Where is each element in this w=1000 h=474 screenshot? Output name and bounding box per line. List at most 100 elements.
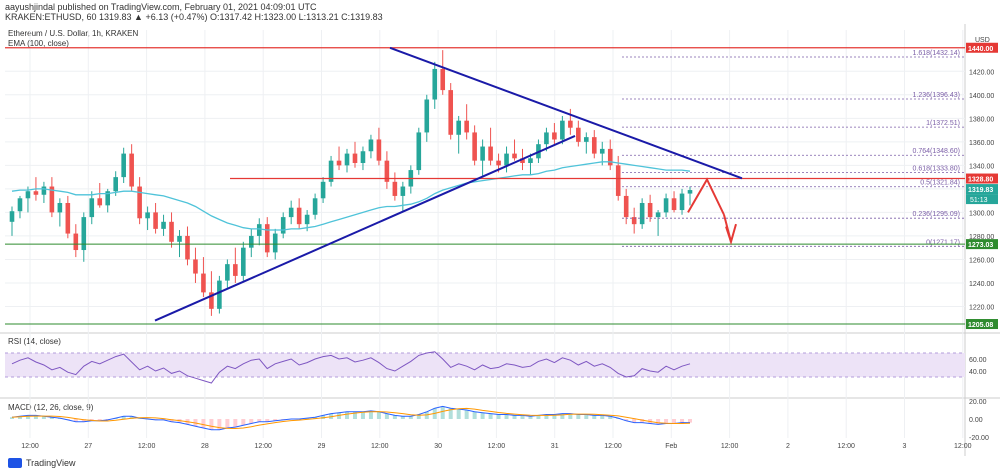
macd-hist-bar	[345, 411, 350, 419]
candle-body	[584, 137, 589, 142]
resistance-badge-text: 1328.80	[968, 177, 993, 184]
macd-hist-bar	[408, 416, 413, 419]
price-chart[interactable]: 12:00 27 12:00 28 12:00 29 12:00 30 12:00 31 12:00…	[0, 24, 1000, 456]
candle-body	[81, 217, 87, 251]
macd-hist-bar	[640, 419, 645, 423]
macd-hist-bar	[448, 408, 453, 419]
candle-body	[296, 207, 302, 225]
candle-body	[25, 191, 31, 199]
fib-level-label: 0.5(1321.84)	[920, 180, 960, 187]
candle-body	[328, 160, 334, 182]
candle-body	[209, 292, 214, 309]
time-tick-label: 28	[201, 443, 209, 450]
macd-hist-bar	[217, 419, 222, 430]
candle-body	[576, 127, 581, 142]
candle-body	[73, 233, 79, 251]
candle-body	[679, 193, 685, 211]
candle-body	[663, 198, 669, 213]
macd-hist-bar	[488, 413, 493, 419]
descending-trend-line	[389, 46, 743, 180]
macd-hist-bar	[225, 419, 230, 428]
resistance-badge	[966, 173, 998, 184]
candle-body	[400, 186, 406, 196]
candle-body	[528, 158, 533, 164]
candle-body	[169, 221, 174, 242]
time-tick-label: Feb	[665, 443, 677, 450]
macd-hist-bar	[512, 415, 517, 419]
candle-body	[416, 132, 422, 171]
macd-hist-bar	[241, 419, 246, 426]
price-tick-label: 1340.00	[969, 163, 994, 170]
macd-hist-bar	[656, 419, 661, 425]
candle-body	[57, 202, 63, 213]
candle-body	[448, 90, 454, 135]
candle-body	[256, 224, 262, 236]
macd-hist-bar	[496, 414, 501, 419]
candle-body	[623, 195, 629, 218]
macd-hist-bar	[41, 416, 46, 419]
countdown-text: 51:13	[970, 197, 988, 204]
macd-hist-bar	[528, 416, 533, 419]
current-price-badge-text: 1319.83	[968, 187, 993, 194]
time-tick-label: 12:00	[954, 443, 972, 450]
countdown-badge	[966, 194, 998, 205]
time-tick-label: 12:00	[837, 443, 855, 450]
candle-body	[424, 99, 430, 133]
macd-hist-bar	[672, 419, 677, 424]
candle-body	[49, 186, 55, 213]
candle-body	[312, 198, 318, 215]
macd-hist-bar	[560, 413, 565, 419]
candle-body	[105, 191, 111, 206]
candle-body	[320, 181, 326, 199]
macd-hist-bar	[536, 415, 541, 419]
macd-hist-bar	[17, 416, 22, 419]
candle-body	[241, 247, 246, 276]
macd-hist-bar	[472, 411, 477, 419]
macd-hist-bar	[25, 415, 30, 419]
candle-body	[17, 198, 23, 212]
macd-signal-line	[11, 407, 691, 430]
rsi-line	[11, 351, 691, 384]
candle-body	[472, 132, 477, 161]
macd-hist-bar	[97, 419, 102, 421]
forecast-path	[687, 177, 725, 216]
candle-body	[504, 153, 509, 166]
macd-hist-bar	[552, 414, 557, 419]
macd-hist-bar	[664, 419, 669, 424]
candle-body	[217, 280, 222, 309]
tradingview-logo-icon	[8, 458, 22, 468]
support-lower-badge	[966, 319, 998, 330]
macd-hist-bar	[265, 419, 270, 422]
rsi-band	[5, 353, 965, 377]
macd-hist-bar	[49, 417, 54, 419]
macd-hist-bar	[440, 406, 445, 419]
candle-body	[97, 198, 103, 206]
candle-body	[360, 151, 366, 164]
time-tick-label: 12:00	[371, 443, 389, 450]
candle-body	[488, 146, 493, 161]
time-tick-label: 2	[786, 443, 790, 450]
macd-hist-bar	[201, 419, 206, 428]
macd-tick-label: -20.00	[969, 435, 989, 442]
candle-body	[368, 139, 374, 152]
candle-body	[568, 120, 573, 128]
time-tick-label: 3	[903, 443, 907, 450]
candle-body	[336, 160, 342, 166]
macd-hist-bar	[608, 416, 613, 419]
candle-body	[248, 235, 254, 248]
macd-hist-bar	[368, 410, 373, 419]
candle-body	[264, 224, 270, 253]
macd-hist-bar	[273, 419, 278, 421]
price-tick-label: 1260.00	[969, 257, 994, 264]
currency-label: USD	[975, 37, 990, 44]
footer: TradingView	[8, 458, 76, 468]
candle-body	[392, 181, 398, 196]
support-upper-badge-text: 1273.03	[968, 242, 993, 249]
candle-body	[344, 153, 350, 166]
candle-body	[480, 146, 485, 161]
macd-hist-bar	[249, 419, 254, 424]
fib-level-label: 0.618(1333.80)	[913, 166, 960, 173]
rsi-legend: RSI (14, close)	[8, 337, 61, 346]
top-price-badge	[966, 42, 998, 53]
macd-hist-bar	[81, 419, 86, 422]
